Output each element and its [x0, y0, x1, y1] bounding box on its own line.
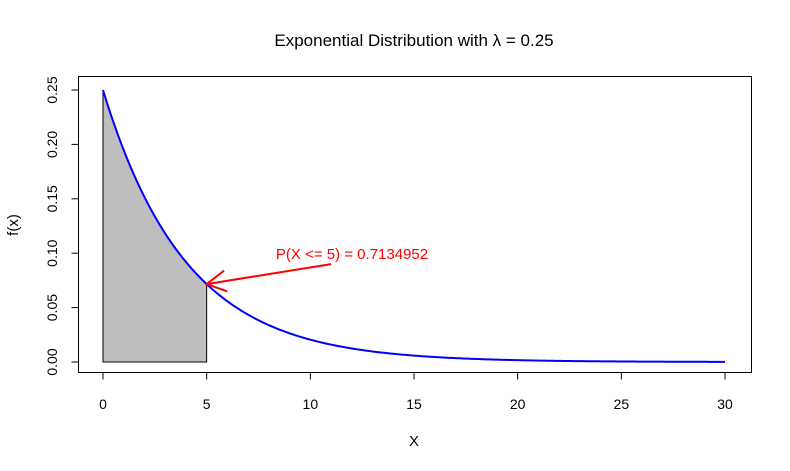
- y-tick-label: 0.15: [44, 185, 60, 212]
- y-tick-label: 0.00: [44, 348, 60, 375]
- x-tick-label: 15: [406, 396, 422, 412]
- x-tick-label: 10: [303, 396, 319, 412]
- x-tick-label: 30: [717, 396, 733, 412]
- x-tick-label: 5: [203, 396, 211, 412]
- x-tick-label: 20: [510, 396, 526, 412]
- chart-title: Exponential Distribution with λ = 0.25: [274, 31, 553, 50]
- y-tick-label: 0.20: [44, 131, 60, 158]
- x-tick-label: 0: [99, 396, 107, 412]
- y-tick-label: 0.10: [44, 239, 60, 266]
- annotation-label: P(X <= 5) = 0.7134952: [276, 246, 428, 263]
- x-axis: 0 5 10 15 20 25 30: [99, 372, 733, 412]
- y-tick-label: 0.05: [44, 294, 60, 321]
- y-axis-title: f(x): [5, 214, 22, 236]
- y-axis: 0.00 0.05 0.10 0.15 0.20 0.25: [44, 76, 79, 376]
- plot-area: [102, 89, 725, 363]
- x-tick-label: 25: [614, 396, 630, 412]
- annotation-arrow-shaft: [206, 263, 332, 286]
- annotation: P(X <= 5) = 0.7134952: [204, 246, 428, 293]
- shaded-probability-area: [102, 89, 208, 363]
- x-axis-title: X: [409, 433, 419, 450]
- annotation-arrow-head: [204, 269, 228, 293]
- y-tick-label: 0.25: [44, 76, 60, 103]
